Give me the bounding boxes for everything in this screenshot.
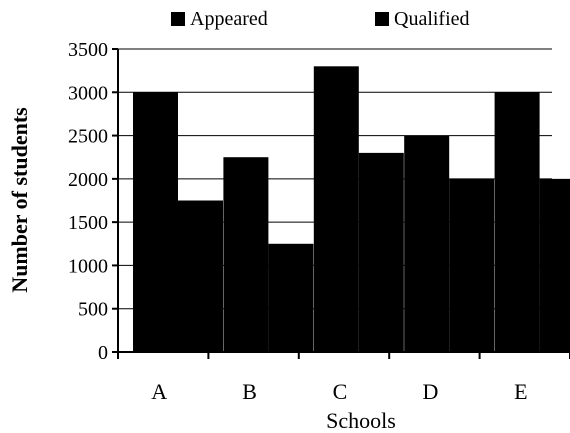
- bar-qualified-a: [178, 200, 223, 352]
- y-tick-label: 3000: [68, 82, 108, 104]
- y-tick-label: 1500: [68, 212, 108, 234]
- legend: Appeared Qualified: [171, 8, 470, 30]
- bar-qualified-c: [358, 152, 404, 352]
- y-ticks: 0 500 1000 1500 2000 2500 3000 3500: [68, 39, 118, 364]
- bar-appeared-e: [494, 92, 540, 353]
- x-axis-title: Schools: [326, 408, 396, 433]
- y-tick-label: 500: [78, 299, 108, 321]
- y-tick-label: 1000: [68, 255, 108, 277]
- y-tick-label: 2000: [68, 169, 108, 191]
- y-tick-label: 3500: [68, 39, 108, 61]
- bar-qualified-b: [268, 243, 314, 352]
- x-tick-label: E: [514, 379, 527, 404]
- bar-appeared-d: [404, 135, 450, 352]
- bar-qualified-e: [539, 178, 570, 352]
- bar-appeared-a: [133, 92, 178, 353]
- bar-qualified-d: [449, 178, 495, 352]
- legend-label-appeared: Appeared: [190, 8, 268, 30]
- x-tick-label: D: [422, 379, 438, 404]
- legend-swatch-qualified: [375, 12, 389, 26]
- legend-label-qualified: Qualified: [394, 8, 470, 30]
- axes: [117, 49, 570, 353]
- bar-appeared-b: [223, 157, 269, 352]
- x-tick-label: A: [151, 379, 167, 404]
- y-tick-label: 0: [98, 342, 108, 364]
- y-tick-label: 2500: [68, 126, 108, 148]
- x-ticks: A B C D E: [117, 352, 570, 404]
- y-axis-title: Number of students: [7, 107, 32, 293]
- x-tick-label: B: [242, 379, 257, 404]
- legend-swatch-appeared: [171, 12, 185, 26]
- x-tick-label: C: [333, 379, 348, 404]
- bars: [133, 66, 570, 353]
- bar-appeared-c: [313, 66, 359, 353]
